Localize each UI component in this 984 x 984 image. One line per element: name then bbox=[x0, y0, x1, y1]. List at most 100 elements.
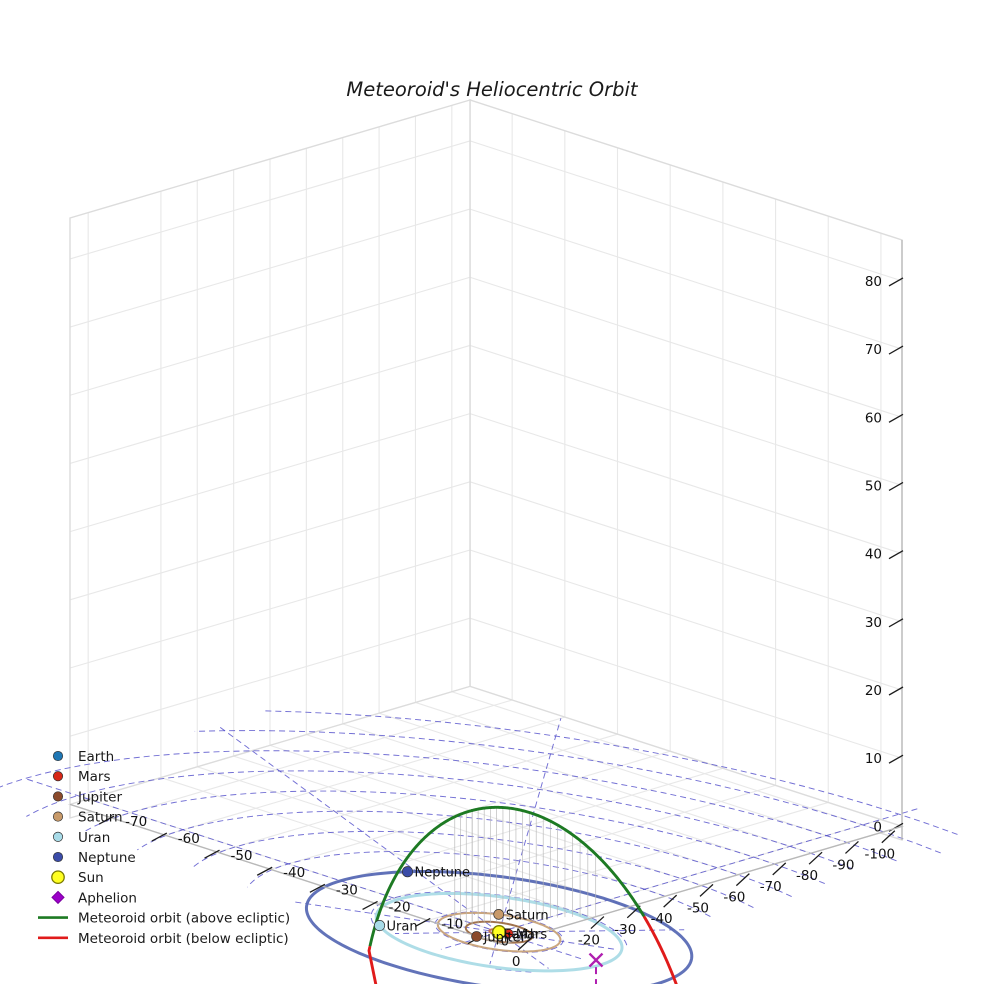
pane-left-gridline bbox=[469, 140, 903, 282]
pane-floor-gridline bbox=[415, 701, 848, 843]
aphelion-projection-marker bbox=[588, 952, 604, 968]
x-tick-label: -90 bbox=[832, 857, 854, 873]
y-tick-label: 0 bbox=[501, 934, 510, 950]
legend-marker-circle bbox=[52, 851, 64, 863]
pane-floor-gridline bbox=[164, 716, 565, 836]
z-tick bbox=[888, 550, 904, 560]
pane-floor-gridline bbox=[428, 801, 829, 921]
z-tick bbox=[888, 277, 904, 287]
polar-radius-circle bbox=[370, 891, 628, 946]
y-tick-label: -10 bbox=[441, 916, 463, 932]
legend-marker-diamond bbox=[51, 890, 65, 905]
legend-label: Sun bbox=[78, 870, 104, 886]
pane-back-gridline bbox=[69, 549, 471, 669]
polar-angle-ray bbox=[498, 931, 584, 960]
pane-floor-gridline bbox=[342, 723, 775, 865]
pane-left-gridline bbox=[469, 617, 903, 759]
pane-floor-gridline bbox=[375, 784, 776, 904]
pane-back-gridline bbox=[69, 481, 471, 601]
pane-left-gridline bbox=[469, 413, 903, 555]
x-tick-label: -30 bbox=[614, 922, 636, 938]
legend-marker-circle bbox=[52, 771, 64, 782]
z-tick-label: 70 bbox=[865, 342, 882, 358]
y-tick bbox=[414, 917, 431, 928]
x-tick-label: -80 bbox=[796, 868, 818, 884]
x-tick bbox=[590, 916, 605, 930]
y-tick-label: -60 bbox=[178, 831, 200, 847]
z-tick bbox=[888, 481, 904, 492]
polar-radius-circle bbox=[247, 851, 711, 918]
x-tick-label: -20 bbox=[578, 933, 600, 949]
x-tick-label: 0 bbox=[512, 954, 521, 970]
z-tick-label: 80 bbox=[865, 274, 882, 290]
legend-marker-circle bbox=[52, 791, 64, 802]
planet-label-mars: Mars bbox=[516, 928, 548, 943]
z-tick-label: 0 bbox=[873, 819, 882, 835]
planet-marker-uran bbox=[373, 919, 386, 932]
legend-label: Earth bbox=[78, 749, 114, 765]
z-tick bbox=[888, 413, 904, 423]
x-tick-label: -70 bbox=[760, 879, 782, 895]
legend-label: Mars bbox=[78, 769, 111, 785]
pane-floor-gridline bbox=[111, 699, 513, 819]
legend-marker-circle bbox=[52, 811, 64, 822]
pane-floor-gridline bbox=[160, 777, 594, 919]
orbit-ring-jupiter bbox=[464, 920, 534, 944]
sun-marker bbox=[491, 924, 507, 940]
legend-marker-circle bbox=[52, 831, 64, 842]
y-tick-label: -30 bbox=[336, 882, 358, 898]
polar-radius-circle bbox=[137, 810, 792, 897]
z-tick-label: 20 bbox=[865, 683, 882, 699]
z-tick-label: 30 bbox=[865, 615, 882, 631]
legend-label: Neptune bbox=[78, 850, 136, 866]
planet-label-jupiter: Jupiter bbox=[483, 930, 527, 945]
meteoroid-orbit bbox=[367, 805, 678, 984]
y-tick-label: -40 bbox=[283, 865, 305, 881]
planet-marker-saturn bbox=[493, 909, 505, 920]
pane-left-gridline bbox=[469, 549, 903, 691]
y-tick-label: -20 bbox=[389, 899, 411, 915]
y-axis-line bbox=[69, 803, 503, 945]
legend-marker-circle bbox=[51, 870, 65, 885]
polar-angle-ray bbox=[395, 931, 500, 935]
y-tick bbox=[151, 832, 168, 842]
legend-label: Saturn bbox=[78, 810, 123, 826]
planet-label-saturn: Saturn bbox=[506, 908, 549, 923]
tick-and-body-labels: 01020304050607080-100-90-80-70-60-50-40-… bbox=[125, 274, 895, 970]
x-tick bbox=[808, 851, 823, 865]
legend-label: Meteoroid orbit (below ecliptic) bbox=[78, 931, 289, 947]
x-tick bbox=[845, 840, 859, 854]
x-axis-line bbox=[501, 825, 903, 945]
z-tick-label: 40 bbox=[865, 547, 882, 563]
y-tick bbox=[204, 849, 220, 859]
planet-marker-jupiter bbox=[471, 931, 482, 942]
legend-label: Jupiter bbox=[77, 789, 122, 805]
planet-label-neptune: Neptune bbox=[415, 866, 471, 881]
planet-marker-neptune bbox=[401, 866, 414, 878]
z-tick bbox=[888, 754, 904, 764]
body-markers bbox=[373, 866, 604, 968]
polar-radius-circle bbox=[0, 750, 897, 862]
pane-left-gridline bbox=[469, 276, 903, 418]
x-tick bbox=[517, 937, 532, 951]
pane-floor-gridline bbox=[269, 744, 703, 886]
orbit-ring-uran bbox=[374, 891, 624, 973]
pane-back-gridline bbox=[69, 140, 471, 260]
y-tick bbox=[256, 866, 273, 876]
legend-label: Uran bbox=[78, 830, 110, 846]
z-tick bbox=[888, 345, 904, 355]
polar-angle-ray bbox=[24, 778, 500, 933]
x-tick bbox=[881, 830, 896, 844]
planet-label-earth: Earth bbox=[503, 927, 538, 942]
z-tick-label: 60 bbox=[865, 410, 882, 426]
polar-radius-circle bbox=[85, 790, 825, 885]
polar-radius-circle bbox=[192, 830, 754, 908]
x-tick bbox=[735, 873, 750, 887]
z-tick-label: 50 bbox=[865, 478, 882, 494]
axes-panes bbox=[67, 99, 905, 946]
pane-back-gridline bbox=[69, 276, 471, 396]
x-tick bbox=[772, 862, 787, 876]
y-tick-label: -70 bbox=[125, 814, 147, 830]
polar-angle-ray bbox=[498, 931, 549, 969]
